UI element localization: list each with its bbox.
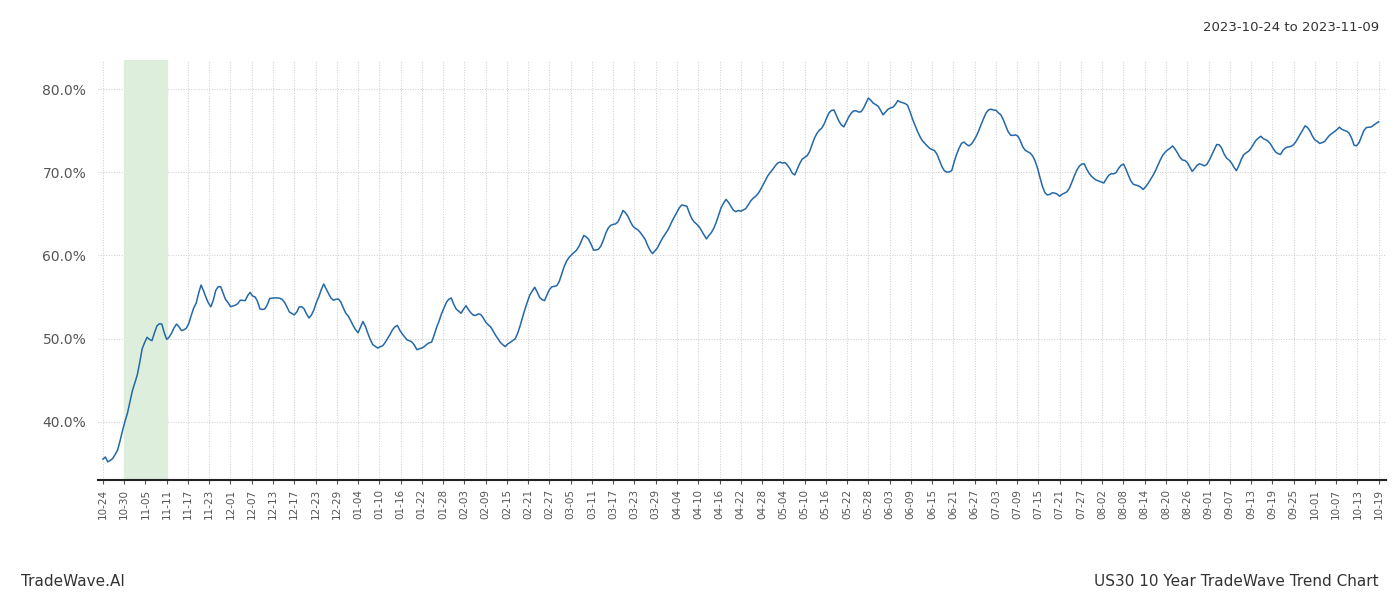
Bar <box>125 60 167 480</box>
Text: 2023-10-24 to 2023-11-09: 2023-10-24 to 2023-11-09 <box>1203 21 1379 34</box>
Text: TradeWave.AI: TradeWave.AI <box>21 574 125 589</box>
Text: US30 10 Year TradeWave Trend Chart: US30 10 Year TradeWave Trend Chart <box>1095 574 1379 589</box>
